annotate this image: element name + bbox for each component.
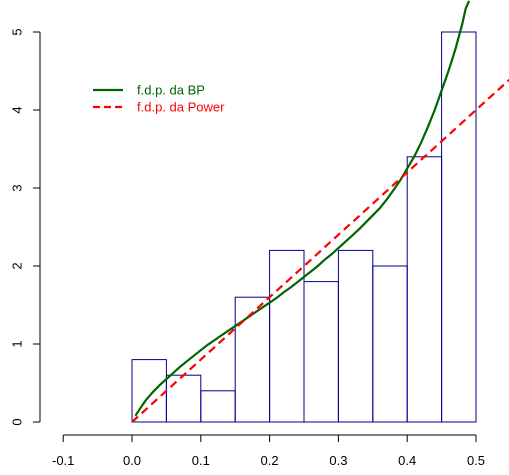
density-curves [131,0,509,423]
histogram-bar [441,31,477,423]
histogram-bar [372,265,408,423]
histogram-bar [234,296,271,423]
x-tick-label: 0.2 [261,453,279,468]
histogram-bar [337,249,374,423]
y-tick-label: 2 [9,262,24,269]
legend-label: f.d.p. da Power [137,100,225,115]
legend-label: f.d.p. da BP [137,83,205,98]
histogram-bar [303,281,339,423]
y-tick-label: 0 [9,418,24,425]
bp-pdf-curve [134,0,471,417]
y-tick-label: 5 [9,28,24,35]
legend: f.d.p. da BP f.d.p. da Power [93,83,225,115]
histogram-bars [131,31,477,423]
x-tick-label: 0.4 [398,453,416,468]
x-tick-label: 0.5 [467,453,485,468]
y-axis: 0 1 2 3 4 5 [9,28,41,426]
power-pdf-line [131,78,509,423]
histogram-bar [165,374,202,423]
y-tick-label: 1 [9,340,24,347]
x-axis: -0.1 0.0 0.1 0.2 0.3 0.4 0.5 [52,434,485,468]
y-tick-label: 3 [9,184,24,191]
histogram-bar [406,156,443,423]
histogram-bar [269,249,305,423]
histogram-bar [200,390,236,423]
x-tick-label: 0.1 [192,453,210,468]
y-tick-label: 4 [9,106,24,113]
x-tick-label: 0.3 [329,453,347,468]
x-tick-label: 0.0 [123,453,141,468]
x-tick-label: -0.1 [52,453,74,468]
